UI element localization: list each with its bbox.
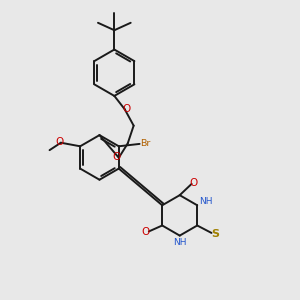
Text: NH: NH [174, 238, 187, 247]
Text: Br: Br [140, 139, 150, 148]
Text: O: O [112, 152, 121, 162]
Text: O: O [142, 227, 150, 237]
Text: S: S [211, 229, 219, 239]
Text: O: O [55, 137, 63, 147]
Text: O: O [123, 104, 131, 114]
Text: O: O [190, 178, 198, 188]
Text: NH: NH [199, 197, 212, 206]
